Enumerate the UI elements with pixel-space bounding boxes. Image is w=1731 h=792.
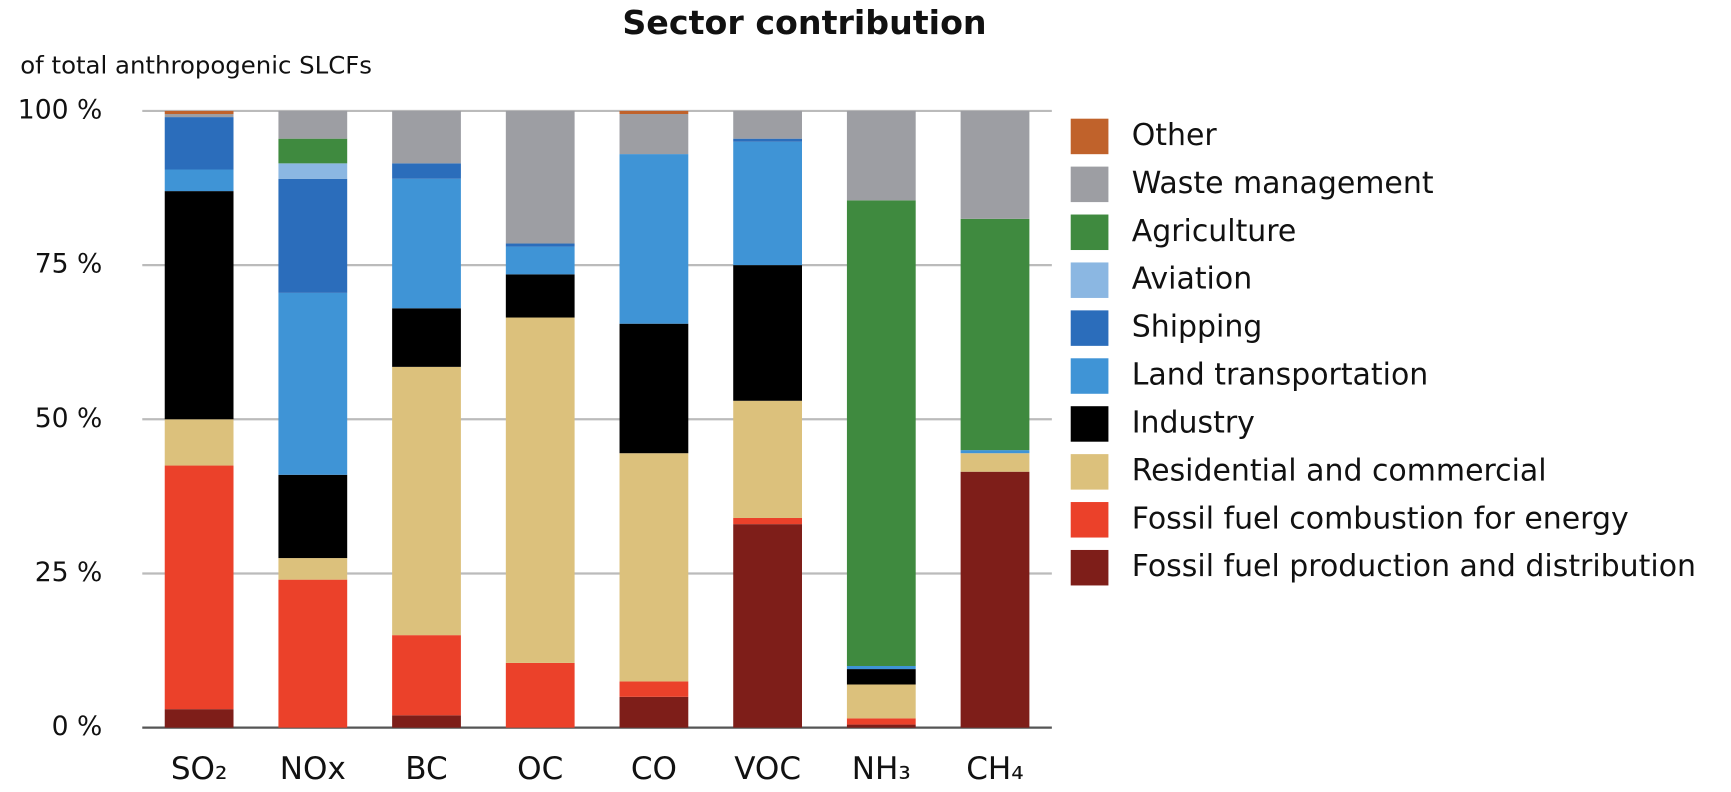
bar-segment xyxy=(960,453,1030,472)
x-tick-label: CH₄ xyxy=(966,751,1023,787)
bar-segment xyxy=(164,419,234,466)
legend-swatch xyxy=(1070,358,1109,394)
bar-segment xyxy=(392,366,461,636)
bar-segment xyxy=(846,684,916,719)
bar-segment xyxy=(960,218,1030,451)
y-tick-label: 25 % xyxy=(35,557,103,588)
y-tick-label: 75 % xyxy=(35,249,103,280)
legend-label: Other xyxy=(1132,118,1218,153)
bar-segment xyxy=(733,400,802,518)
x-tick-label: VOC xyxy=(734,751,801,787)
legend-label: Aviation xyxy=(1132,262,1252,297)
bar-segment xyxy=(278,138,348,164)
x-tick-label: CO xyxy=(631,751,677,787)
x-tick-label: NH₃ xyxy=(852,751,911,787)
y-tick-label: 50 % xyxy=(35,403,103,434)
bar-segment xyxy=(278,110,348,139)
bar-segment xyxy=(619,154,689,324)
legend-swatch xyxy=(1070,166,1109,203)
bar-segment xyxy=(846,669,916,685)
bar-segment xyxy=(960,450,1030,454)
legend-swatch xyxy=(1070,310,1109,346)
bar-segment xyxy=(164,709,234,728)
bar-segment xyxy=(278,558,348,580)
bar-segment xyxy=(505,662,575,728)
legend-swatch xyxy=(1070,502,1109,538)
bar-segment xyxy=(619,323,689,454)
bar-segment xyxy=(733,138,802,142)
x-tick-label: NOx xyxy=(280,751,346,787)
legend-swatch xyxy=(1070,549,1109,586)
bar-segment xyxy=(846,724,916,728)
legend-swatch xyxy=(1070,214,1109,251)
legend-label: Fossil fuel combustion for energy xyxy=(1132,501,1629,536)
bar-segment xyxy=(505,243,575,247)
bar-segment xyxy=(164,117,234,170)
bar-segment xyxy=(619,110,689,115)
bar-segment xyxy=(392,635,461,716)
bar-segment xyxy=(619,681,689,697)
legend-swatch xyxy=(1070,118,1109,155)
bar-segment xyxy=(846,718,916,725)
bar-segment xyxy=(846,110,916,201)
bar-segment xyxy=(733,110,802,139)
legend-label: Fossil fuel production and distribution xyxy=(1132,549,1696,584)
legend-swatch xyxy=(1070,454,1109,490)
bar-segment xyxy=(392,308,461,367)
bar-segment xyxy=(846,665,916,670)
legend-label: Agriculture xyxy=(1132,214,1297,249)
x-tick-label: SO₂ xyxy=(171,751,228,787)
bar-segment xyxy=(733,265,802,401)
bar-segment xyxy=(392,110,461,164)
legend-label: Industry xyxy=(1132,405,1255,440)
bar-segment xyxy=(733,517,802,525)
bars xyxy=(164,110,1030,728)
bar-segment xyxy=(278,163,348,179)
bar-segment xyxy=(733,524,802,728)
legend-label: Waste management xyxy=(1132,166,1434,201)
bar-segment xyxy=(164,465,234,710)
bar-segment xyxy=(619,114,689,155)
bar-segment xyxy=(960,471,1030,728)
bar-segment xyxy=(392,715,461,728)
bar-segment xyxy=(278,579,348,728)
chart-title: Sector contribution xyxy=(622,3,986,42)
legend-swatch xyxy=(1070,406,1109,442)
y-tick-label: 0 % xyxy=(52,711,103,742)
bar-segment xyxy=(278,474,348,559)
legend-label: Residential and commercial xyxy=(1132,453,1547,488)
y-axis-label: of total anthropogenic SLCFs xyxy=(20,51,372,80)
bar-segment xyxy=(846,200,916,666)
x-tick-label: OC xyxy=(517,751,563,787)
bar-segment xyxy=(392,178,461,309)
legend-swatch xyxy=(1070,262,1109,298)
bar-segment xyxy=(164,169,234,192)
bar-segment xyxy=(505,246,575,275)
bar-segment xyxy=(392,163,461,179)
legend-label: Shipping xyxy=(1132,310,1263,345)
bar-segment xyxy=(164,110,234,115)
bar-segment xyxy=(505,317,575,663)
bar-segment xyxy=(164,191,234,420)
bar-segment xyxy=(619,696,689,728)
bar-segment xyxy=(505,110,575,244)
bar-segment xyxy=(505,274,575,318)
y-tick-label: 100 % xyxy=(18,94,103,125)
bar-segment xyxy=(164,114,234,118)
bar-segment xyxy=(733,141,802,266)
x-tick-label: BC xyxy=(405,751,447,787)
bar-segment xyxy=(960,110,1030,219)
bar-segment xyxy=(619,453,689,682)
legend-label: Land transportation xyxy=(1132,358,1429,393)
bar-segment xyxy=(278,178,348,293)
bar-segment xyxy=(278,292,348,475)
